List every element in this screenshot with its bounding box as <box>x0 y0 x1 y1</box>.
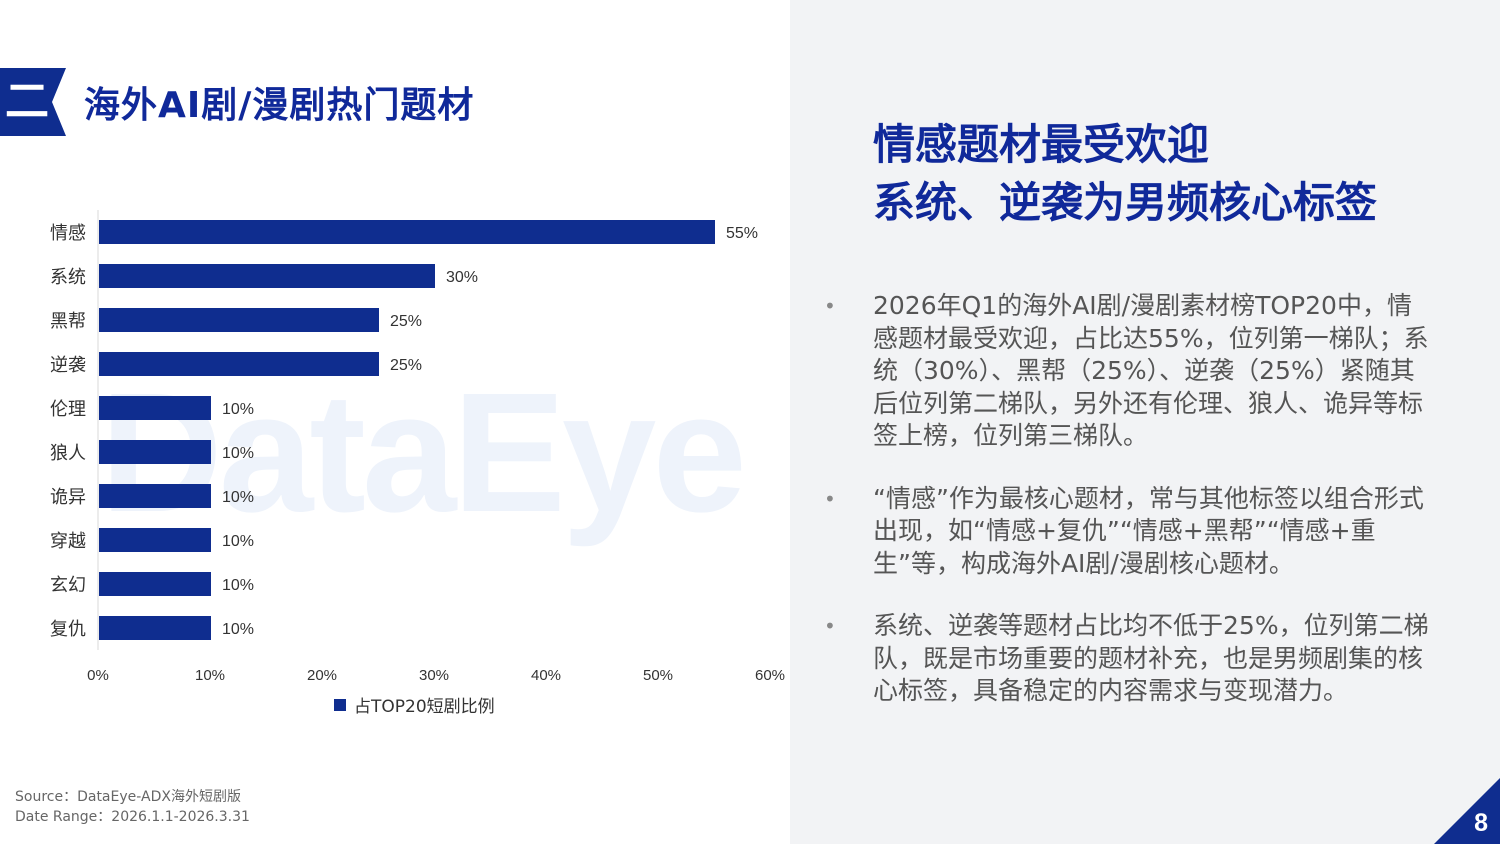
x-tick-label: 50% <box>643 667 673 684</box>
bar <box>99 528 211 552</box>
headline-line-1: 情感题材最受欢迎 <box>873 120 1210 169</box>
bullet-item-2: “情感”作为最核心题材，常与其他标签以组合形式出现，如“情感+复仇”“情感+黑帮… <box>820 483 1430 581</box>
data-label: 10% <box>222 401 254 418</box>
category-label: 狼人 <box>50 443 86 464</box>
bar <box>99 308 379 332</box>
date-range-line: Date Range：2026.1.1-2026.3.31 <box>15 809 250 825</box>
section-number: 二 <box>5 76 49 127</box>
x-tick-label: 40% <box>531 667 561 684</box>
bar <box>99 264 435 288</box>
left-panel <box>0 0 790 844</box>
bar <box>99 484 211 508</box>
source-note: Source：DataEye-ADX海外短剧版 Date Range：2026.… <box>15 787 250 827</box>
headline-line-2: 系统、逆袭为男频核心标签 <box>873 178 1378 227</box>
x-tick-label: 0% <box>87 667 109 684</box>
x-tick-label: 10% <box>195 667 225 684</box>
category-label: 伦理 <box>50 399 86 420</box>
data-label: 10% <box>222 489 254 506</box>
category-label: 系统 <box>50 267 86 288</box>
x-tick-label: 60% <box>755 667 785 684</box>
data-label: 10% <box>222 621 254 638</box>
data-label: 10% <box>222 533 254 550</box>
bar <box>99 616 211 640</box>
data-label: 30% <box>446 269 478 286</box>
bar <box>99 396 211 420</box>
category-label: 玄幻 <box>50 575 86 596</box>
category-label: 穿越 <box>50 531 86 552</box>
section-title: 海外AI剧/漫剧热门题材 <box>84 85 475 126</box>
category-label: 逆袭 <box>50 355 86 376</box>
page-number: 8 <box>1474 809 1488 837</box>
data-label: 55% <box>726 225 758 242</box>
headline: 情感题材最受欢迎 系统、逆袭为男频核心标签 <box>873 116 1377 232</box>
category-label: 诡异 <box>50 487 86 508</box>
bar <box>99 440 211 464</box>
bar-chart: 情感 55% 系统 30% 黑帮 25% 逆袭 25% 伦理 10% 狼人 10% 诡异 10% 穿越 10%… <box>50 210 785 684</box>
data-label: 25% <box>390 313 422 330</box>
category-label: 情感 <box>50 223 86 244</box>
source-line: Source：DataEye-ADX海外短剧版 <box>15 789 241 805</box>
legend-label: 占TOP20短剧比例 <box>354 697 495 717</box>
bar <box>99 572 211 596</box>
category-label: 黑帮 <box>50 311 86 332</box>
bullet-item-1: 2026年Q1的海外AI剧/漫剧素材榜TOP20中，情感题材最受欢迎，占比达55… <box>820 290 1430 453</box>
category-label: 复仇 <box>50 619 86 640</box>
chart-legend: 占TOP20短剧比例 <box>334 692 495 717</box>
data-label: 10% <box>222 445 254 462</box>
x-tick-label: 20% <box>307 667 337 684</box>
data-label: 10% <box>222 577 254 594</box>
x-tick-label: 30% <box>419 667 449 684</box>
bar <box>99 352 379 376</box>
legend-swatch <box>334 698 346 711</box>
bar <box>99 220 715 244</box>
bullet-item-3: 系统、逆袭等题材占比均不低于25%，位列第二梯队，既是市场重要的题材补充，也是男… <box>820 610 1430 708</box>
data-label: 25% <box>390 357 422 374</box>
bullet-list: 2026年Q1的海外AI剧/漫剧素材榜TOP20中，情感题材最受欢迎，占比达55… <box>820 290 1430 738</box>
